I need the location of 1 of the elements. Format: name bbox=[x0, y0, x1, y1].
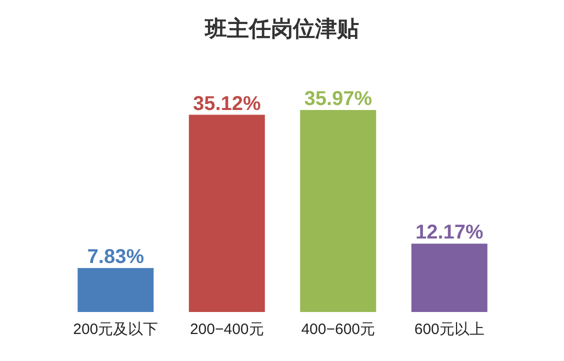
title: 班主任岗位津贴 bbox=[205, 16, 359, 41]
